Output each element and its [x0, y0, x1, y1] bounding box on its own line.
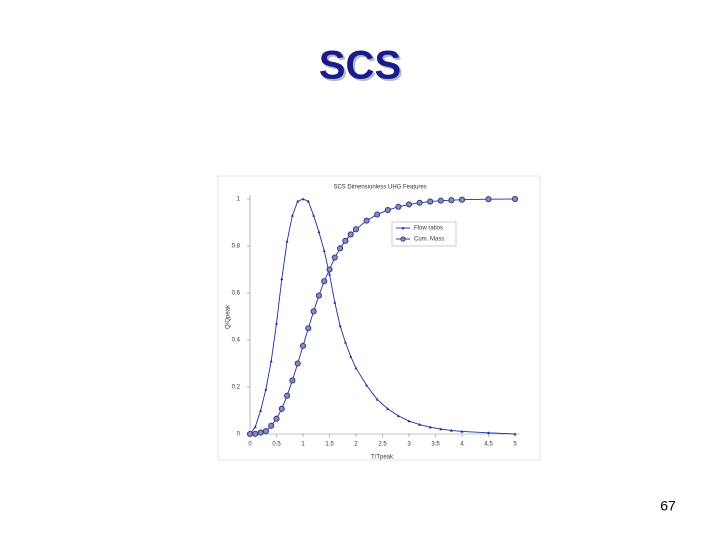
x-tick-label: 2.5 [378, 442, 387, 448]
point [363, 217, 370, 224]
point [439, 427, 443, 431]
x-tick-label: 0 [248, 442, 252, 448]
x-tick-label: 1 [301, 442, 305, 448]
point [458, 196, 466, 203]
point [280, 277, 284, 281]
legend-marker [400, 236, 406, 242]
point [448, 197, 455, 204]
point [301, 197, 305, 201]
point [437, 197, 444, 204]
point [511, 195, 519, 203]
slide-title: SCS [319, 44, 401, 88]
point [427, 198, 434, 205]
legend-box [391, 221, 457, 247]
point [290, 213, 294, 217]
legend-label: Cum. Mass [414, 237, 444, 243]
point [269, 359, 273, 363]
title-shadow: SCS [321, 46, 403, 90]
point [321, 278, 328, 285]
x-tick-label: 0.5 [272, 442, 281, 448]
point [384, 206, 391, 214]
point [485, 196, 492, 203]
point [246, 430, 254, 438]
point [259, 408, 263, 412]
x-tick-label: 3.5 [431, 442, 440, 448]
point [257, 429, 264, 436]
point [395, 203, 402, 210]
point [252, 430, 259, 437]
point [338, 324, 342, 328]
point [349, 354, 353, 358]
point [268, 422, 275, 429]
point [289, 377, 296, 384]
chart-title: SCS Dimensionless UHG Features [333, 185, 426, 191]
y-tick-label: 0.6 [232, 291, 241, 297]
point [333, 300, 337, 304]
point [306, 199, 310, 203]
point [275, 321, 278, 325]
point [352, 226, 360, 233]
point [396, 414, 400, 418]
chart-frame [217, 175, 541, 461]
point [278, 405, 285, 412]
point [284, 392, 291, 399]
point [487, 431, 490, 435]
point [342, 237, 349, 244]
x-axis-title: T/Tpeak [371, 455, 394, 461]
legend-label: Flow ratios [414, 226, 443, 232]
point [375, 397, 379, 401]
y-tick-label: 0.4 [232, 338, 241, 344]
point [449, 428, 453, 432]
point [337, 245, 344, 252]
point [365, 383, 369, 387]
x-tick-label: 2 [354, 442, 358, 448]
point [285, 239, 289, 243]
x-tick-label: 1.5 [325, 442, 334, 448]
point [305, 325, 312, 332]
point [386, 407, 390, 411]
x-tick-label: 5 [513, 442, 517, 448]
x-tick-label: 4 [460, 442, 464, 448]
y-tick-label: 1 [237, 197, 241, 203]
point [315, 292, 322, 299]
x-tick-label: 3 [407, 442, 411, 448]
point [299, 342, 307, 349]
point [354, 366, 358, 370]
point [253, 425, 257, 429]
point [418, 423, 422, 426]
point [407, 419, 411, 423]
point [513, 432, 517, 436]
page-number: 67 [660, 498, 676, 514]
point [326, 266, 333, 273]
y-tick-label: 0 [237, 432, 241, 438]
point [273, 415, 280, 422]
y-tick-label: 0.2 [232, 385, 241, 391]
point [331, 254, 338, 261]
point [405, 201, 413, 208]
point [328, 272, 331, 276]
point [416, 199, 423, 206]
point [374, 211, 381, 218]
y-tick-label: 0.8 [232, 244, 241, 250]
point [317, 230, 321, 234]
point [262, 428, 269, 435]
point [310, 308, 317, 315]
point [264, 387, 268, 391]
legend-marker [401, 226, 405, 230]
y-axis-title: Q/Qpeak [226, 304, 232, 329]
point [347, 231, 354, 238]
point [322, 249, 326, 252]
point [312, 213, 316, 217]
point [428, 425, 432, 429]
point [343, 340, 347, 344]
point [460, 429, 464, 433]
point [296, 199, 300, 203]
x-tick-label: 4.5 [484, 442, 493, 448]
plot-area: 0 0.2 0.4 0.6 0.8 1 0 0.5 1 1.5 2 2.5 3 3.5 4 4.5 5 Flow … [232, 195, 519, 448]
point [294, 360, 301, 367]
